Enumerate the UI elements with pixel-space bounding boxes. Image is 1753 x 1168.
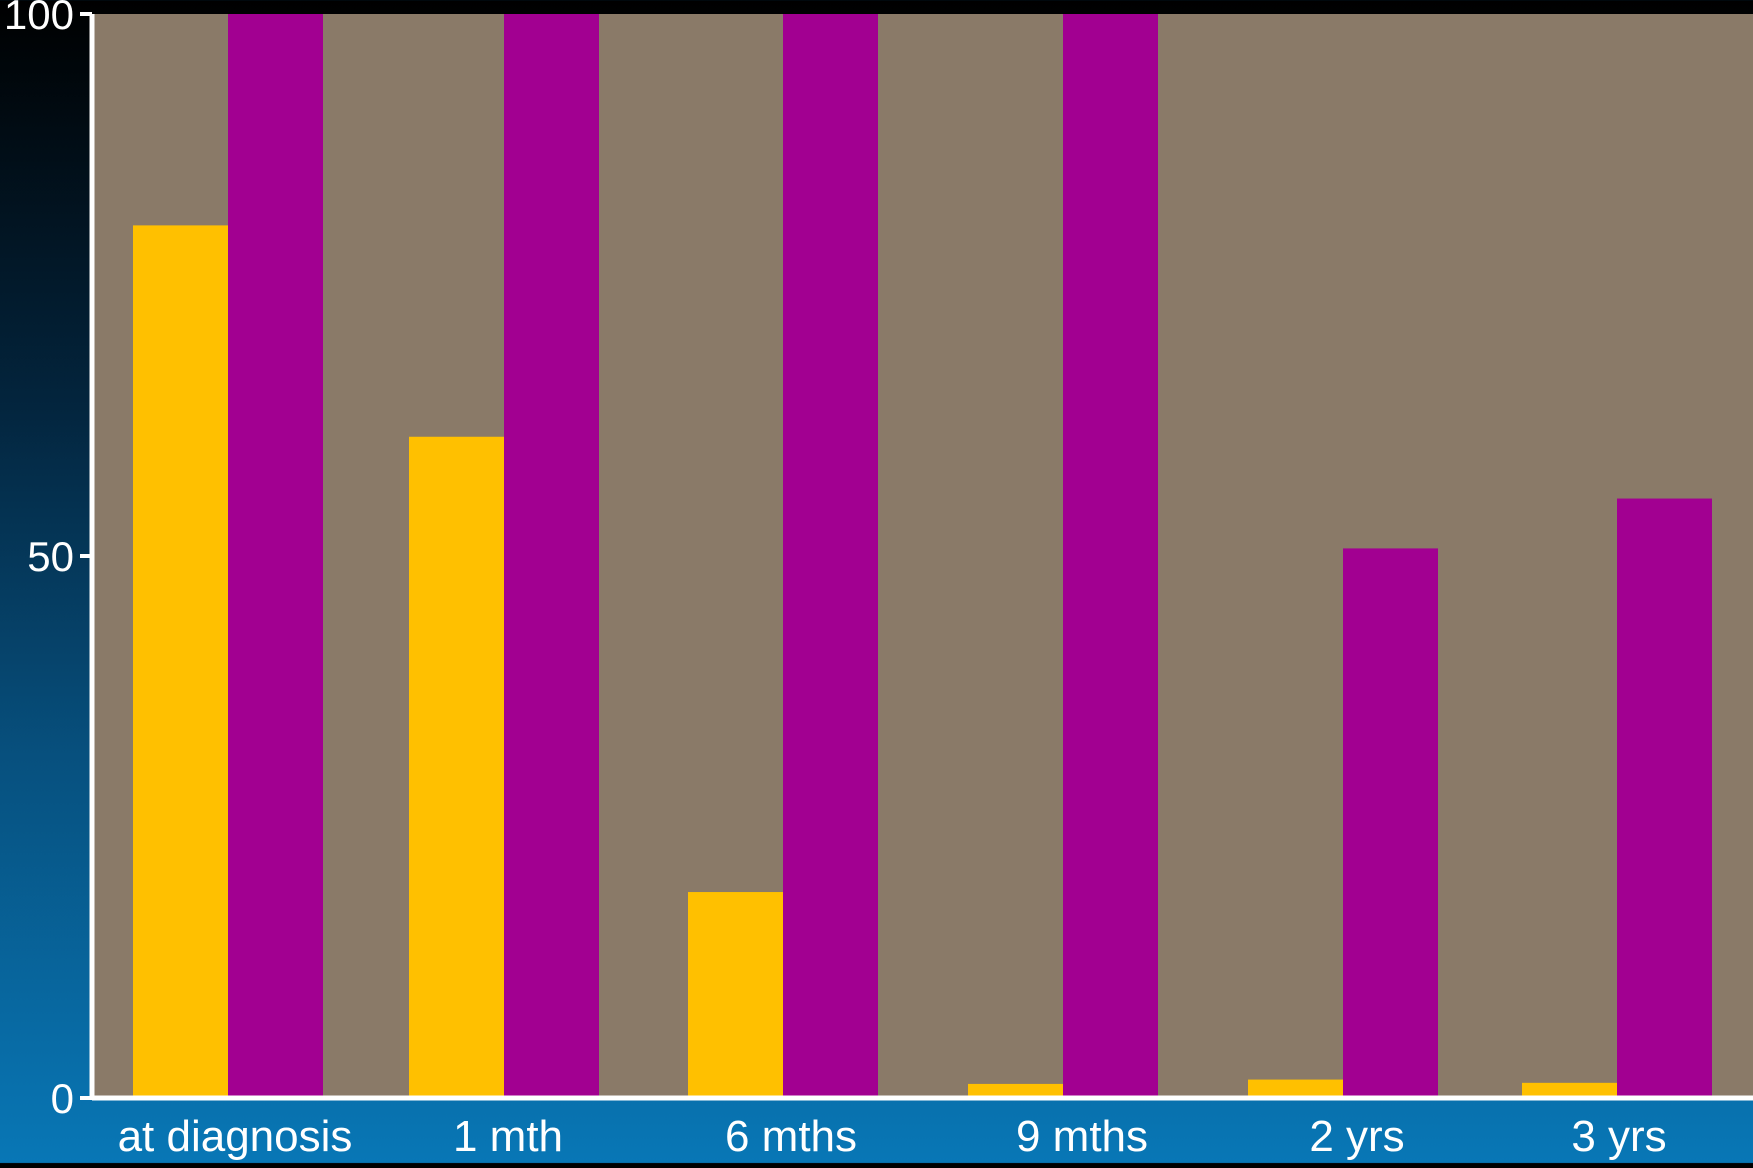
plot-area bbox=[92, 14, 1753, 1098]
y-tick-label-0: 0 bbox=[51, 1075, 74, 1122]
x-tick-label-3-yrs: 3 yrs bbox=[1571, 1112, 1666, 1161]
x-tick-label-2-yrs: 2 yrs bbox=[1309, 1112, 1404, 1161]
bar-series-2-3-yrs bbox=[1617, 498, 1712, 1099]
bar-series-2-1-mth bbox=[504, 14, 599, 1098]
bar-series-2-at-diagnosis bbox=[228, 14, 323, 1098]
x-tick-label-6-mths: 6 mths bbox=[725, 1112, 857, 1161]
y-tick-label-50: 50 bbox=[27, 533, 74, 580]
x-tick-label-at-diagnosis: at diagnosis bbox=[118, 1112, 353, 1161]
x-tick-label-9-mths: 9 mths bbox=[1016, 1112, 1148, 1161]
bar-series-2-9-mths bbox=[1063, 14, 1158, 1098]
bars-layer bbox=[133, 14, 1712, 1099]
bar-series-1-9-mths bbox=[968, 1083, 1063, 1098]
bar-series-1-3-yrs bbox=[1522, 1082, 1617, 1098]
y-tick-label-100: 100 bbox=[4, 0, 74, 38]
bar-series-2-6-mths bbox=[783, 14, 878, 1098]
x-labels-layer: at diagnosis 1 mth 6 mths 9 mths 2 yrs 3 yrs bbox=[118, 1112, 1667, 1161]
y-ticks-layer: 0 50 100 bbox=[4, 0, 92, 1122]
bar-series-1-1-mth bbox=[409, 436, 504, 1098]
bar-series-1-2-yrs bbox=[1248, 1079, 1343, 1098]
bar-series-2-2-yrs bbox=[1343, 548, 1438, 1098]
x-tick-label-1-mth: 1 mth bbox=[453, 1112, 563, 1161]
bar-series-1-at-diagnosis bbox=[133, 225, 228, 1098]
bar-series-1-6-mths bbox=[688, 892, 783, 1098]
